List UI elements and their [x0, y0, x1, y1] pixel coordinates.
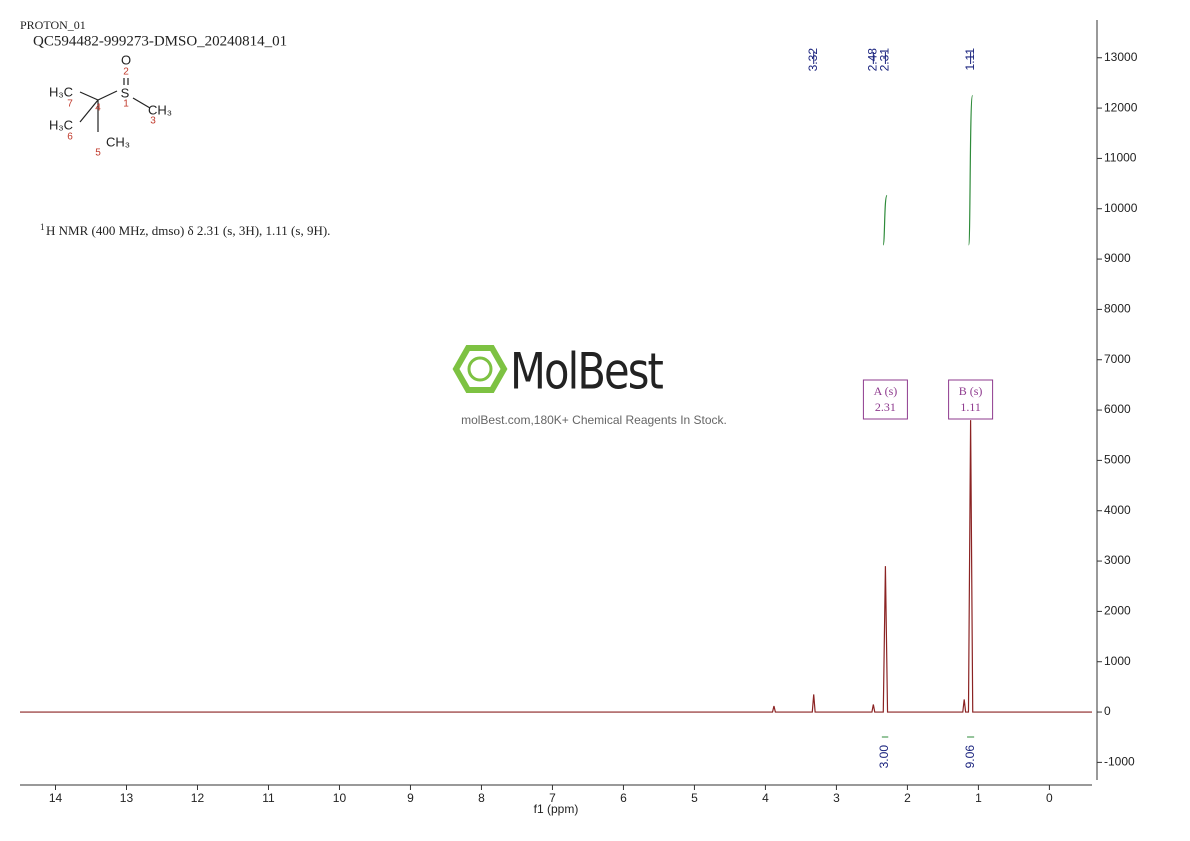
- structure: [79, 78, 151, 132]
- atom-label: CH₃: [106, 134, 130, 149]
- integral-curve: [882, 194, 888, 246]
- integral-label: 3.00: [877, 745, 891, 769]
- x-tick-label: 10: [333, 791, 347, 805]
- atom-number: 2: [123, 67, 129, 78]
- y-tick-label: 10000: [1104, 201, 1138, 215]
- x-tick-label: 14: [49, 791, 63, 805]
- sample-name: QC594482-999273-DMSO_20240814_01: [33, 33, 287, 49]
- y-tick-label: 1000: [1104, 654, 1131, 668]
- atom-label: O: [121, 52, 131, 67]
- bond: [132, 97, 151, 109]
- y-tick-label: 6000: [1104, 402, 1131, 416]
- y-tick-label: 4000: [1104, 503, 1131, 517]
- multiplet-shift: 2.31: [875, 400, 896, 414]
- watermark-logo: [452, 345, 508, 393]
- atom-label: CH₃: [148, 102, 172, 117]
- y-tick-label: 3000: [1104, 553, 1131, 567]
- x-tick-label: 4: [762, 791, 769, 805]
- x-tick-label: 5: [691, 791, 698, 805]
- y-tick-label: 12000: [1104, 100, 1138, 114]
- bond: [79, 91, 99, 101]
- y-tick-label: 2000: [1104, 604, 1131, 618]
- y-tick-label: 0: [1104, 704, 1111, 718]
- peak-label: 2.48: [866, 48, 880, 72]
- peak-label: 3.32: [806, 48, 820, 72]
- multiplet-box: [948, 379, 994, 420]
- multiplet-shift: 1.11: [960, 400, 981, 414]
- multiplet-box: [862, 379, 908, 420]
- peak-label: 1.11: [963, 48, 977, 71]
- atom-number: 4: [95, 103, 101, 114]
- atom-label: H₃C: [49, 84, 73, 99]
- watermark-brand: MolBest: [510, 343, 663, 401]
- description-sup: 1: [40, 222, 45, 232]
- atom-number: 7: [67, 99, 73, 110]
- watermark-slogan: molBest.com,180K+ Chemical Reagents In S…: [461, 413, 727, 427]
- peak-label: 2.31: [878, 48, 892, 72]
- bond: [97, 90, 118, 101]
- x-tick-label: 6: [620, 791, 627, 805]
- y-tick-label: 8000: [1104, 302, 1131, 316]
- x-tick-label: 3: [833, 791, 840, 805]
- y-tick-label: -1000: [1104, 755, 1135, 769]
- multiplet-label: B (s): [959, 384, 983, 398]
- description: H NMR (400 MHz, dmso) δ 2.31 (s, 3H), 1.…: [46, 223, 330, 238]
- integral-label: 9.06: [963, 745, 977, 769]
- y-tick-label: 13000: [1104, 50, 1138, 64]
- y-tick-label: 7000: [1104, 352, 1131, 366]
- x-tick-label: 2: [904, 791, 911, 805]
- experiment: PROTON_01: [20, 18, 86, 32]
- x-tick-label: 1: [975, 791, 982, 805]
- x-tick-label: 0: [1046, 791, 1053, 805]
- atom-number: 1: [123, 99, 129, 110]
- x-tick-label: 12: [191, 791, 205, 805]
- x-tick-label: 7: [549, 791, 556, 805]
- spectrum-line: [20, 420, 1092, 713]
- bond: [79, 99, 99, 123]
- integral-curve: [968, 94, 974, 246]
- atom-label: S: [121, 85, 130, 100]
- x-tick-label: 13: [120, 791, 134, 805]
- x-tick-label: 8: [478, 791, 485, 805]
- y-tick-label: 11000: [1104, 151, 1137, 165]
- multiplet-label: A (s): [874, 384, 898, 398]
- y-tick-label: 9000: [1104, 251, 1131, 265]
- atom-label: H₃C: [49, 117, 73, 132]
- atom-number: 5: [95, 148, 101, 159]
- x-axis-label: f1 (ppm): [534, 802, 579, 816]
- y-tick-label: 5000: [1104, 453, 1131, 467]
- atom-number: 3: [150, 116, 156, 127]
- atom-number: 6: [67, 132, 73, 143]
- x-tick-label: 9: [407, 791, 414, 805]
- x-tick-label: 11: [262, 791, 275, 805]
